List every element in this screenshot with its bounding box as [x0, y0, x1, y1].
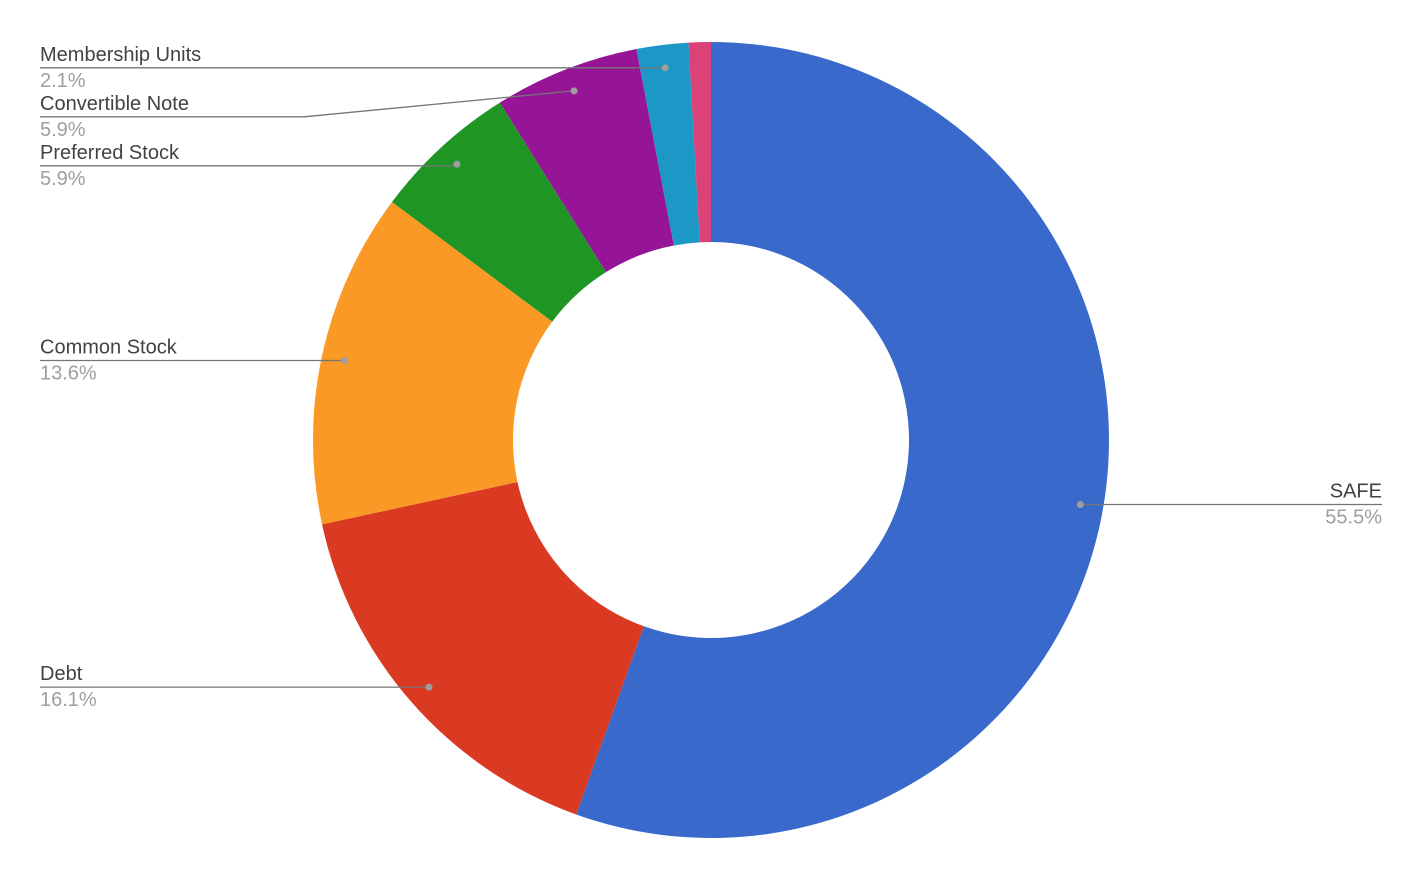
slice — [312, 202, 553, 525]
slice-label: Debt — [40, 663, 83, 685]
slice-label: Membership Units — [40, 44, 201, 66]
slice-value: 55.5% — [1325, 506, 1382, 528]
slice — [636, 42, 700, 246]
slice — [391, 102, 606, 322]
leader-dot — [453, 160, 461, 168]
slice-value: 2.1% — [40, 70, 86, 92]
slice-value: 16.1% — [40, 689, 97, 711]
leader-line — [40, 90, 575, 118]
slice — [576, 42, 1110, 838]
leader-dot — [425, 683, 433, 691]
leader-dot — [570, 87, 578, 95]
slice-value: 5.9% — [40, 119, 86, 141]
slice — [322, 481, 644, 815]
leader-dot — [341, 356, 349, 364]
slice — [499, 49, 674, 273]
slice-label: Preferred Stock — [40, 142, 180, 164]
slice-label: Convertible Note — [40, 93, 189, 115]
slice-value: 13.6% — [40, 362, 97, 384]
leader-dot — [1076, 500, 1084, 508]
leader-line — [40, 164, 458, 167]
slice-value: 5.9% — [40, 168, 86, 190]
slice-label: SAFE — [1330, 480, 1382, 502]
slice-label: Common Stock — [40, 336, 178, 358]
slice — [688, 42, 711, 243]
leader-dot — [661, 64, 669, 72]
